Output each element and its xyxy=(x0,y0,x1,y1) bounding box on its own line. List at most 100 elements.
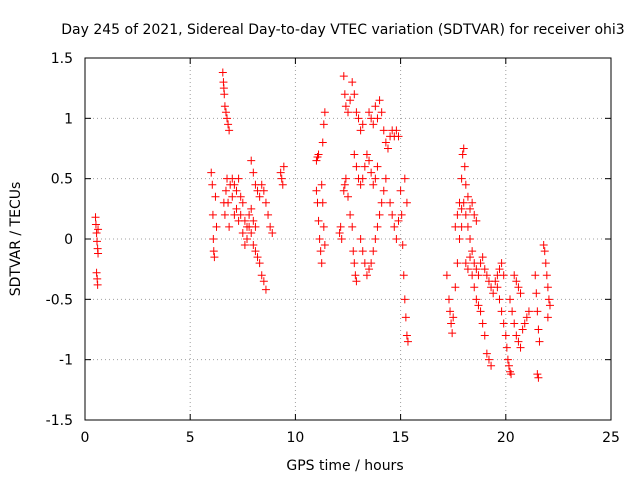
data-point xyxy=(394,132,403,141)
data-point xyxy=(459,198,468,207)
data-point xyxy=(508,307,517,316)
data-point xyxy=(247,156,256,165)
data-point xyxy=(468,247,477,256)
data-point xyxy=(346,210,355,219)
data-point xyxy=(535,337,544,346)
data-point xyxy=(512,277,521,286)
data-point xyxy=(449,313,458,322)
data-point xyxy=(315,235,324,243)
y-tick-label: -0.5 xyxy=(46,292,73,308)
x-tick-label: 10 xyxy=(286,430,304,446)
data-point xyxy=(276,168,285,177)
data-point xyxy=(230,180,239,189)
data-point xyxy=(514,283,523,292)
data-point xyxy=(352,162,361,171)
data-point xyxy=(314,150,323,159)
data-point xyxy=(373,222,382,231)
data-point xyxy=(487,361,496,370)
data-point xyxy=(524,307,533,316)
data-point xyxy=(474,301,483,310)
data-point xyxy=(516,289,525,298)
data-point xyxy=(266,222,275,231)
data-point xyxy=(472,265,481,274)
data-point xyxy=(459,144,468,153)
data-point xyxy=(506,295,515,304)
x-tick-label: 5 xyxy=(186,430,195,446)
data-point xyxy=(358,120,367,129)
data-point xyxy=(377,108,386,117)
data-point xyxy=(371,174,380,183)
data-point xyxy=(221,186,230,195)
data-point xyxy=(371,102,380,111)
data-point xyxy=(234,174,243,183)
data-point xyxy=(253,253,262,262)
data-point xyxy=(497,259,506,268)
data-point xyxy=(360,162,369,171)
data-point xyxy=(238,198,247,207)
data-point xyxy=(352,108,361,117)
data-point xyxy=(251,247,260,256)
data-point xyxy=(335,228,344,237)
data-point xyxy=(340,90,349,99)
data-point xyxy=(463,222,472,231)
data-point xyxy=(367,168,376,177)
data-point xyxy=(94,225,103,234)
data-point xyxy=(451,222,460,231)
data-point xyxy=(337,235,346,243)
data-point xyxy=(461,259,470,268)
data-point xyxy=(458,150,467,159)
data-point xyxy=(259,277,268,286)
data-point xyxy=(532,289,541,298)
data-point xyxy=(339,72,348,81)
data-point xyxy=(495,265,504,274)
data-point xyxy=(369,247,378,256)
data-point xyxy=(507,370,516,379)
data-point xyxy=(460,162,469,171)
data-point xyxy=(461,180,470,189)
data-point xyxy=(545,301,554,310)
data-point xyxy=(255,192,264,201)
data-point xyxy=(238,228,247,237)
data-point xyxy=(375,96,384,105)
data-point xyxy=(369,180,378,189)
data-point xyxy=(365,156,374,165)
data-point xyxy=(247,228,256,237)
data-point xyxy=(223,114,232,123)
data-point xyxy=(94,249,103,258)
data-point xyxy=(220,90,229,99)
data-point xyxy=(534,373,543,382)
data-point xyxy=(341,102,350,111)
data-point xyxy=(392,126,401,135)
data-point xyxy=(400,295,409,304)
data-point xyxy=(480,265,489,274)
data-point xyxy=(317,180,326,189)
data-point xyxy=(503,355,512,364)
chart-title: Day 245 of 2021, Sidereal Day-to-day VTE… xyxy=(61,22,624,38)
data-point xyxy=(245,222,254,231)
data-point xyxy=(232,204,241,213)
data-point xyxy=(92,237,101,246)
data-point xyxy=(259,186,268,195)
data-point xyxy=(442,271,451,280)
data-point xyxy=(472,295,481,304)
data-point xyxy=(390,222,399,231)
data-point xyxy=(316,247,325,256)
data-point xyxy=(381,138,390,147)
data-point xyxy=(209,235,218,243)
data-point xyxy=(466,253,475,262)
data-point xyxy=(210,253,219,262)
data-point xyxy=(236,192,245,201)
data-point xyxy=(318,198,327,207)
data-point xyxy=(218,68,227,77)
data-point xyxy=(399,271,408,280)
data-point xyxy=(356,126,365,135)
data-point xyxy=(489,289,498,298)
data-point xyxy=(403,337,412,346)
data-point xyxy=(225,222,234,231)
y-tick-label: -1 xyxy=(59,353,73,369)
data-point xyxy=(255,259,264,268)
data-point xyxy=(369,120,378,129)
data-point xyxy=(542,271,551,280)
data-point xyxy=(91,220,100,229)
